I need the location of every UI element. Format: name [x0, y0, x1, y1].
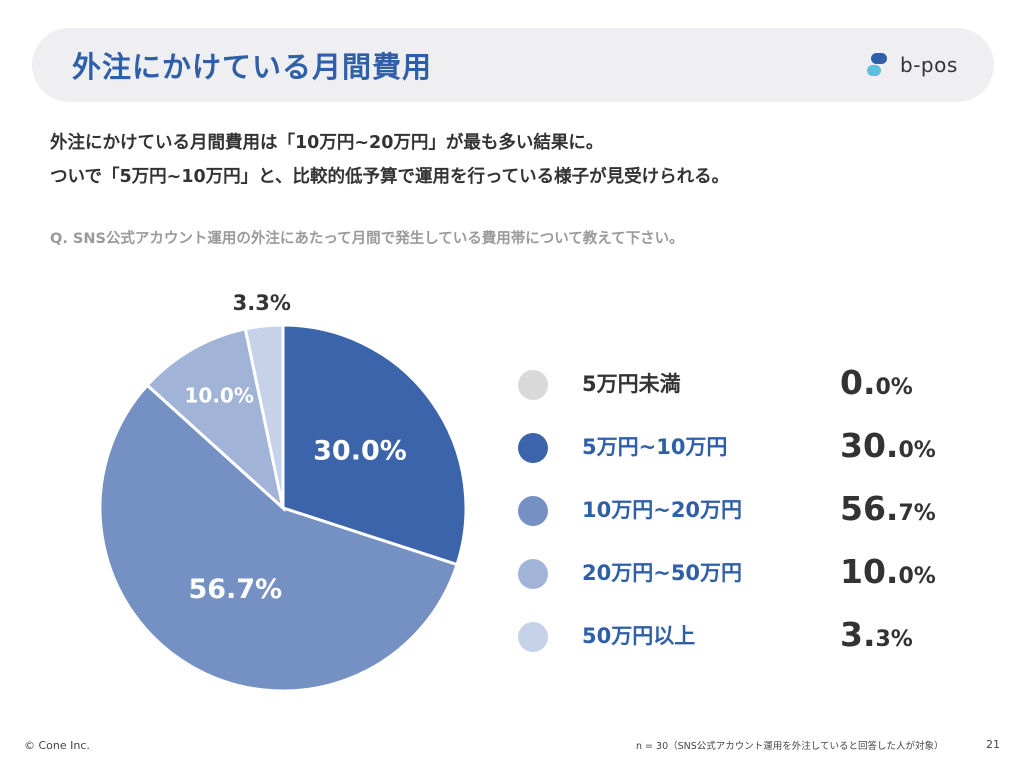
logo: b-pos — [866, 51, 958, 79]
legend-value: 56.7% — [840, 489, 936, 528]
legend-label: 50万円以上 — [582, 624, 696, 648]
legend-label: 5万円未満 — [582, 372, 681, 396]
legend-label: 20万円~50万円 — [582, 561, 743, 585]
summary-text: 外注にかけている月間費用は「10万円~20万円」が最も多い結果に。 ついで「5万… — [50, 126, 990, 194]
legend-swatch — [518, 496, 548, 526]
legend-item-4: 20万円~50万円 10.0% — [518, 552, 958, 594]
legend-label: 5万円~10万円 — [582, 435, 728, 459]
legend-item-5: 50万円以上 3.3% — [518, 615, 958, 657]
legend-swatch — [518, 370, 548, 400]
slice-label-3: 56.7% — [188, 574, 282, 605]
slice-label-5: 3.3% — [233, 291, 291, 315]
legend-value: 3.3% — [840, 615, 913, 654]
legend-value: 0.0% — [840, 363, 913, 402]
legend-value: 10.0% — [840, 552, 936, 591]
b-pos-logo-icon — [867, 53, 887, 76]
summary-line-2: ついで「5万円~10万円」と、比較的低予算で運用を行っている様子が見受けられる。 — [50, 167, 730, 187]
legend-item-3: 10万円~20万円 56.7% — [518, 489, 958, 531]
header-bar — [32, 28, 994, 102]
legend-item-1: 5万円未満 0.0% — [518, 363, 958, 405]
legend-swatch — [518, 622, 548, 652]
pie-slice-3 — [98, 383, 459, 693]
logo-text: b-pos — [900, 53, 958, 77]
survey-question: Q. SNS公式アカウント運用の外注にあたって月間で発生している費用帯について教… — [50, 231, 684, 247]
legend-value: 30.0% — [840, 426, 936, 465]
legend-label: 10万円~20万円 — [582, 498, 743, 522]
page-title: 外注にかけている月間費用 — [72, 50, 433, 84]
pie-chart: 30.0% 56.7% 10.0% 3.3% — [98, 291, 468, 693]
footer-sample-note: n = 30（SNS公式アカウント運用を外注していると回答した人が対象） — [636, 741, 944, 752]
legend-swatch — [518, 433, 548, 463]
pie-slice-4 — [145, 327, 286, 513]
summary-line-1: 外注にかけている月間費用は「10万円~20万円」が最も多い結果に。 — [50, 133, 604, 153]
footer-copyright: © Cone Inc. — [24, 739, 90, 752]
pie-slice-2 — [281, 323, 468, 567]
page-number: 21 — [986, 738, 1000, 751]
legend-item-2: 5万円~10万円 30.0% — [518, 426, 958, 468]
slice-label-4: 10.0% — [184, 383, 253, 407]
legend-swatch — [518, 559, 548, 589]
slice-label-2: 30.0% — [313, 436, 407, 467]
pie-slice-5 — [243, 323, 285, 509]
